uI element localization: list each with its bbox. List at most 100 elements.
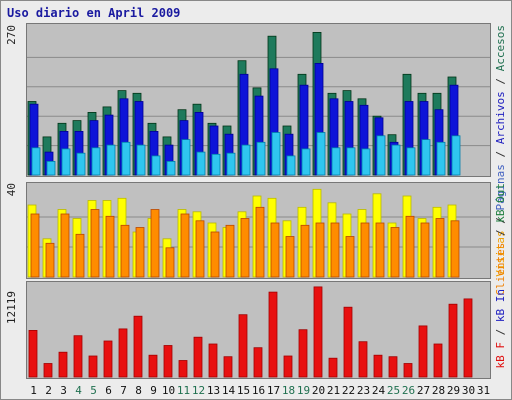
x-tick-label: 1 bbox=[30, 384, 37, 397]
bar-kb-f bbox=[328, 357, 338, 378]
bar-visitas bbox=[196, 151, 206, 176]
x-tick-label: 2 bbox=[45, 384, 52, 397]
bar-clientes bbox=[90, 209, 100, 278]
bar-kb-f bbox=[433, 343, 443, 378]
bar-visitas bbox=[181, 139, 191, 176]
bar-clientes bbox=[435, 218, 445, 278]
bar-clientes bbox=[180, 213, 190, 278]
bar-visitas bbox=[421, 139, 431, 176]
x-tick-label: 6 bbox=[105, 384, 112, 397]
x-tick-label: 31 bbox=[477, 384, 490, 397]
bar-clientes bbox=[135, 227, 145, 278]
x-tick-label: 24 bbox=[372, 384, 386, 397]
bar-clientes bbox=[360, 222, 370, 278]
bar-kb-f bbox=[388, 356, 398, 378]
bar-visitas bbox=[346, 147, 356, 176]
bar-clientes bbox=[105, 215, 115, 278]
bar-clientes bbox=[195, 220, 205, 278]
bar-kb-f bbox=[358, 341, 368, 378]
bar-kb-f bbox=[238, 314, 248, 378]
x-tick-label: 3 bbox=[60, 384, 67, 397]
bar-kb-f bbox=[43, 363, 53, 378]
bar-clientes bbox=[120, 224, 130, 278]
x-tick-label: 27 bbox=[417, 384, 430, 397]
bar-clientes bbox=[210, 231, 220, 278]
bar-kb-f bbox=[313, 286, 323, 378]
bar-clientes bbox=[240, 218, 250, 278]
bar-kb-f bbox=[418, 325, 428, 378]
bar-kb-f bbox=[448, 303, 458, 378]
bar-visitas bbox=[436, 141, 446, 176]
bar-clientes bbox=[255, 206, 265, 278]
bar-clientes bbox=[345, 236, 355, 278]
bar-visitas bbox=[166, 160, 176, 176]
bar-clientes bbox=[225, 224, 235, 278]
bar-kb-f bbox=[28, 329, 38, 378]
x-tick-label: 11 bbox=[177, 384, 190, 397]
bar-visitas bbox=[271, 132, 281, 176]
bar-kb-f bbox=[298, 329, 308, 378]
bar-kb-f bbox=[463, 298, 473, 378]
bar-visitas bbox=[211, 153, 221, 176]
x-tick-label: 29 bbox=[447, 384, 460, 397]
bar-kb-f bbox=[103, 340, 113, 378]
bar-clientes bbox=[300, 224, 310, 278]
chart-title: Uso diario en April 2009 bbox=[7, 6, 181, 20]
x-tick-label: 28 bbox=[432, 384, 445, 397]
bar-clientes bbox=[75, 233, 85, 278]
bar-visitas bbox=[361, 148, 371, 176]
bar-clientes bbox=[375, 222, 385, 278]
x-tick-label: 23 bbox=[357, 384, 370, 397]
bar-kb-f bbox=[373, 354, 383, 378]
bar-kb-f bbox=[208, 343, 218, 378]
bar-kb-f bbox=[88, 355, 98, 378]
x-tick-label: 19 bbox=[297, 384, 310, 397]
x-tick-label: 18 bbox=[282, 384, 295, 397]
bar-visitas bbox=[406, 147, 416, 176]
bar-kb-f bbox=[58, 351, 68, 378]
x-tick-label: 17 bbox=[267, 384, 280, 397]
bar-clientes bbox=[315, 222, 325, 278]
bar-visitas bbox=[241, 144, 251, 176]
bar-visitas bbox=[301, 148, 311, 176]
bar-kb-f bbox=[133, 315, 143, 378]
bar-kb-f bbox=[148, 354, 158, 378]
bar-kb-f bbox=[253, 347, 263, 378]
bar-visitas bbox=[331, 147, 341, 176]
bar-clientes bbox=[150, 209, 160, 278]
x-tick-label: 25 bbox=[387, 384, 400, 397]
x-tick-label: 5 bbox=[90, 384, 97, 397]
bar-clientes bbox=[420, 222, 430, 278]
bar-kb-f bbox=[73, 335, 83, 378]
bar-visitas bbox=[91, 147, 101, 176]
bar-visitas bbox=[451, 135, 461, 176]
bar-visitas bbox=[376, 135, 386, 176]
bar-kb-f bbox=[403, 363, 413, 378]
x-tick-label: 20 bbox=[312, 384, 325, 397]
bar-visitas bbox=[316, 132, 326, 176]
bar-clientes bbox=[285, 236, 295, 278]
x-tick-label: 21 bbox=[327, 384, 340, 397]
bar-clientes bbox=[45, 242, 55, 278]
x-tick-label: 8 bbox=[135, 384, 142, 397]
x-tick-label: 9 bbox=[150, 384, 157, 397]
bar-kb-f bbox=[223, 356, 233, 378]
bar-visitas bbox=[61, 148, 71, 176]
bar-kb-f bbox=[268, 291, 278, 378]
bar-visitas bbox=[121, 141, 131, 176]
bar-visitas bbox=[31, 147, 41, 176]
x-tick-label: 7 bbox=[120, 384, 127, 397]
x-tick-label: 26 bbox=[402, 384, 415, 397]
bar-clientes bbox=[405, 215, 415, 278]
x-tick-label: 10 bbox=[162, 384, 175, 397]
bar-visitas bbox=[106, 144, 116, 176]
bar-visitas bbox=[76, 152, 86, 176]
bar-kb-f bbox=[283, 355, 293, 378]
bar-kb-f bbox=[178, 360, 188, 378]
bar-kb-f bbox=[163, 345, 173, 378]
x-tick-label: 14 bbox=[222, 384, 236, 397]
bar-visitas bbox=[286, 155, 296, 176]
bar-visitas bbox=[136, 144, 146, 176]
